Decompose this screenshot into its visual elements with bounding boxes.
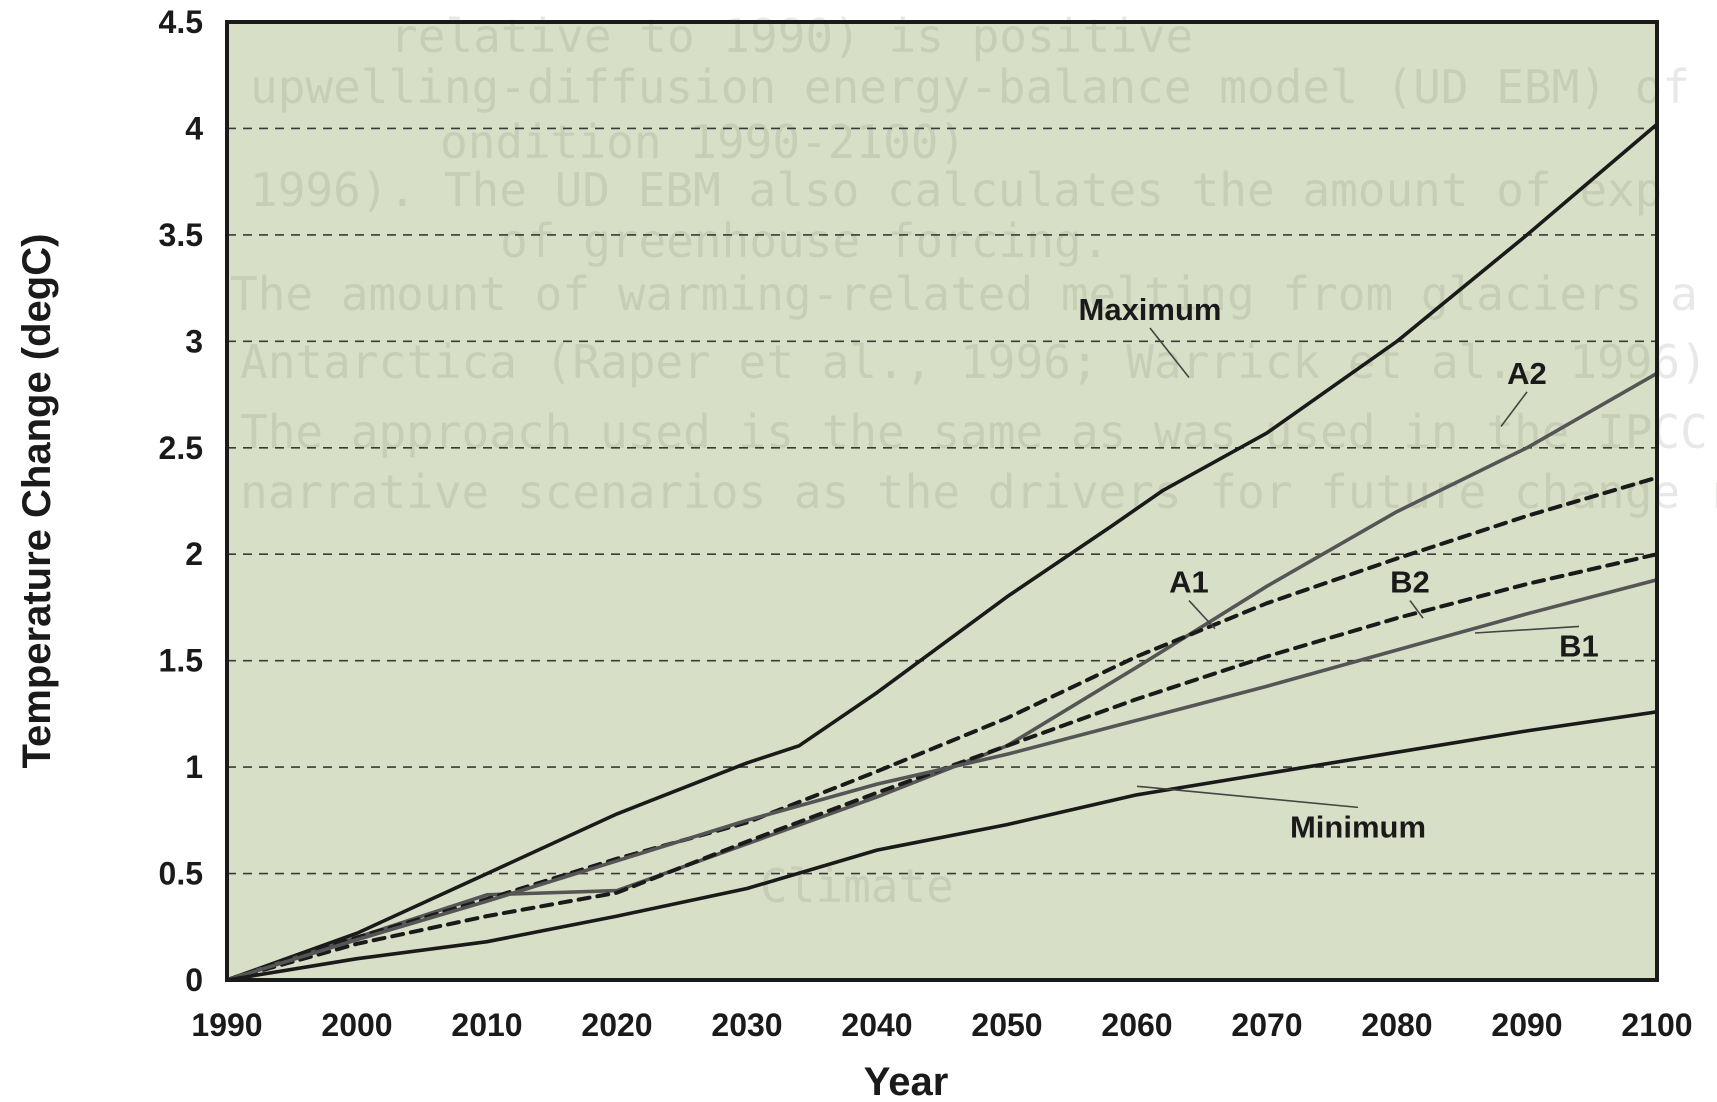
y-tick-label: 1.5 [159,643,203,679]
y-tick-label: 2.5 [159,430,203,466]
series-label-minimum: Minimum [1290,809,1426,844]
y-tick-label: 1 [185,749,203,785]
y-axis-title: Temperature Change (degC) [15,234,59,769]
label-pointer [1500,391,1528,427]
series-lines [225,122,1659,982]
series-labels: Maximum A2 A1 B2 B1 Minimum [1079,292,1599,844]
background-bleed-through-text: relative to 1990) is positiveupwelling-d… [230,9,1717,913]
x-tick-label: 2070 [1231,1007,1302,1043]
x-tick-label: 2100 [1621,1007,1692,1043]
series-line-a1 [225,475,1659,982]
bg-text-line: Antarctica (Raper et al., 1996; Warrick … [240,335,1717,389]
bg-text-line: ondition 1990-2100) [440,115,966,169]
x-tick-label: 2020 [581,1007,652,1043]
series-label-maximum: Maximum [1079,292,1222,327]
bg-text-line: The approach used is the same as was use… [240,405,1708,459]
series-label-a2: A2 [1507,356,1547,391]
y-tick-label: 0 [185,962,203,998]
x-tick-label: 2010 [451,1007,522,1043]
x-tick-label: 2090 [1491,1007,1562,1043]
series-line-b1 [225,577,1659,982]
x-tick-label: 2030 [711,1007,782,1043]
bg-text-line: upwelling-diffusion energy-balance model… [250,60,1717,114]
plot-frame [225,20,1659,982]
series-label-a1: A1 [1169,565,1209,600]
x-tick-label: 2040 [841,1007,912,1043]
label-pointer [1149,327,1190,379]
label-pointer [1409,600,1424,619]
x-tick-label: 2060 [1101,1007,1172,1043]
label-pointer [1136,785,1359,809]
bg-text-line: Climate [760,859,954,913]
x-tick-label: 1990 [191,1007,262,1043]
x-tick-label: 2050 [971,1007,1042,1043]
series-label-b2: B2 [1390,565,1430,600]
y-tick-label: 3.5 [159,217,203,253]
y-tick-label: 4 [185,110,203,146]
bg-text-line: 1996). The UD EBM also calculates the am… [250,163,1662,217]
series-line-minimum [225,709,1659,982]
bg-text-line: relative to 1990) is positive [390,9,1193,63]
y-tick-label: 2 [185,536,203,572]
tick-labels: 1990 2000 2010 2020 2030 2040 2050 2060 2070 2080… [159,4,1693,1043]
y-tick-label: 0.5 [159,856,203,892]
label-pointers [1136,327,1580,809]
label-pointer [1474,625,1580,634]
bg-text-line: of greenhouse forcing. [500,214,1109,268]
x-tick-label: 2000 [321,1007,392,1043]
x-tick-label: 2080 [1361,1007,1432,1043]
gridlines [227,127,1657,875]
y-tick-label: 4.5 [159,4,203,40]
bg-text-line: narrative scenarios as the drivers for f… [240,465,1717,519]
y-tick-label: 3 [185,323,203,359]
x-axis-title: Year [864,1060,949,1102]
series-label-b1: B1 [1559,628,1599,663]
series-line-maximum [225,122,1659,982]
label-pointer [1188,599,1216,630]
